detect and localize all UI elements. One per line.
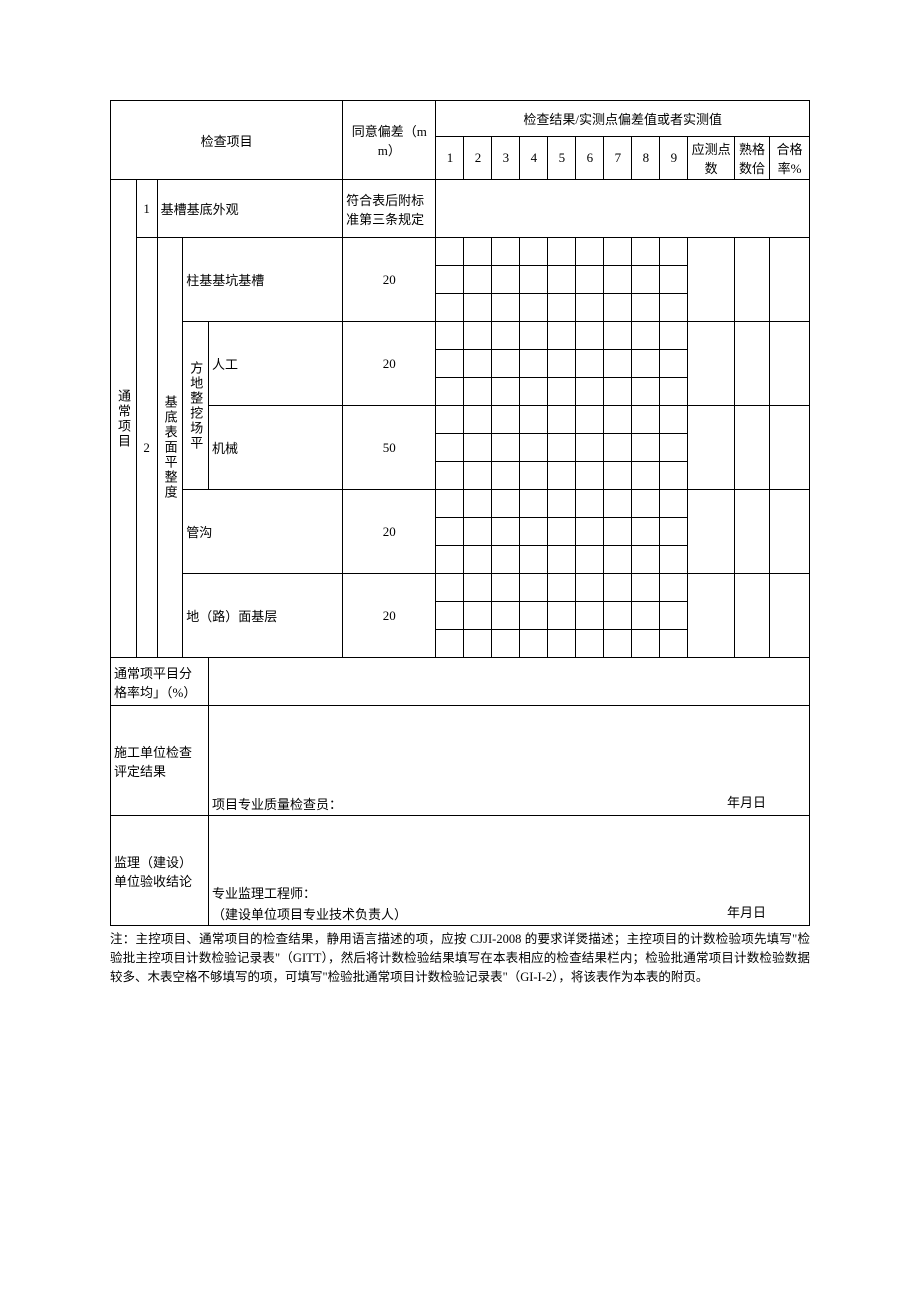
construction-unit-content: 项目专业质量检查员： 年月日 bbox=[208, 706, 809, 816]
col-inspect: 检查项目 bbox=[111, 101, 343, 180]
sub-b1: 人工 bbox=[208, 322, 342, 406]
num-6: 6 bbox=[576, 137, 604, 180]
row1-tol: 符合表后附标准第三条规定 bbox=[343, 180, 436, 238]
quality-inspector-label: 项目专业质量检查员： bbox=[212, 794, 342, 813]
normal-items-label: 通常项目 bbox=[111, 180, 137, 658]
construction-row: 施工单位检查评定结果 项目专业质量检查员： 年月日 bbox=[111, 706, 810, 816]
supervisor-label: 专业监理工程师： bbox=[212, 886, 316, 901]
num-7: 7 bbox=[604, 137, 632, 180]
col-passpoints: 熟格数佮 bbox=[734, 137, 769, 180]
sub-a: 柱基基坑基槽 bbox=[183, 238, 343, 322]
sub-a-tol: 20 bbox=[343, 238, 436, 322]
header-row-1: 检查项目 同意偏差（mm） 检查结果/实测点偏差值或者实测值 bbox=[111, 101, 810, 137]
num-3: 3 bbox=[492, 137, 520, 180]
row-2d-1: 地（路）面基层 20 bbox=[111, 574, 810, 602]
num-1: 1 bbox=[436, 137, 464, 180]
row-2b1-1: 方地整挖场平 人工 20 bbox=[111, 322, 810, 350]
avg-value bbox=[208, 658, 809, 706]
col-results-title: 检查结果/实测点偏差值或者实测值 bbox=[436, 101, 810, 137]
row-2b2-1: 机械 50 bbox=[111, 406, 810, 434]
sub-b1-tol: 20 bbox=[343, 322, 436, 406]
num-8: 8 bbox=[632, 137, 660, 180]
row2-no: 2 bbox=[136, 238, 157, 658]
construction-unit-label: 施工单位检查评定结果 bbox=[111, 706, 209, 816]
row2-name: 基底表面平整度 bbox=[157, 238, 183, 658]
sub-b2-tol: 50 bbox=[343, 406, 436, 490]
supervisor2-label: （建设单位项目专业技术负责人） bbox=[212, 904, 407, 923]
row-1: 通常项目 1 基槽基底外观 符合表后附标准第三条规定 bbox=[111, 180, 810, 238]
sub-c-tol: 20 bbox=[343, 490, 436, 574]
sub-b: 方地整挖场平 bbox=[183, 322, 209, 490]
col-tolerance: 同意偏差（mm） bbox=[343, 101, 436, 180]
sub-d: 地（路）面基层 bbox=[183, 574, 343, 658]
supervision-unit-label: 监理（建设）单位验收结论 bbox=[111, 816, 209, 926]
date2: 年月日 bbox=[727, 902, 766, 921]
num-9: 9 bbox=[660, 137, 688, 180]
col-passrate: 合格率% bbox=[769, 137, 809, 180]
avg-label: 通常项平目分格率均」（%） bbox=[111, 658, 209, 706]
inspection-table: 检查项目 同意偏差（mm） 检查结果/实测点偏差值或者实测值 1 2 3 4 5… bbox=[110, 100, 810, 926]
sub-d-tol: 20 bbox=[343, 574, 436, 658]
num-5: 5 bbox=[548, 137, 576, 180]
supervision-unit-content: 专业监理工程师： （建设单位项目专业技术负责人） 年月日 bbox=[208, 816, 809, 926]
avg-row: 通常项平目分格率均」（%） bbox=[111, 658, 810, 706]
sub-c: 管沟 bbox=[183, 490, 343, 574]
date1: 年月日 bbox=[727, 792, 766, 811]
row1-name: 基槽基底外观 bbox=[157, 180, 343, 238]
sub-b2: 机械 bbox=[208, 406, 342, 490]
row1-result bbox=[436, 180, 810, 238]
row1-no: 1 bbox=[136, 180, 157, 238]
supervision-row: 监理（建设）单位验收结论 专业监理工程师： （建设单位项目专业技术负责人） 年月… bbox=[111, 816, 810, 926]
footer-note: 注：主控项目、通常项目的检查结果，静用语言描述的项，应按 CJJI-2008 的… bbox=[110, 930, 810, 986]
num-2: 2 bbox=[464, 137, 492, 180]
row-2a-1: 2 基底表面平整度 柱基基坑基槽 20 bbox=[111, 238, 810, 266]
row-2c-1: 管沟 20 bbox=[111, 490, 810, 518]
col-points: 应测点数 bbox=[688, 137, 735, 180]
num-4: 4 bbox=[520, 137, 548, 180]
